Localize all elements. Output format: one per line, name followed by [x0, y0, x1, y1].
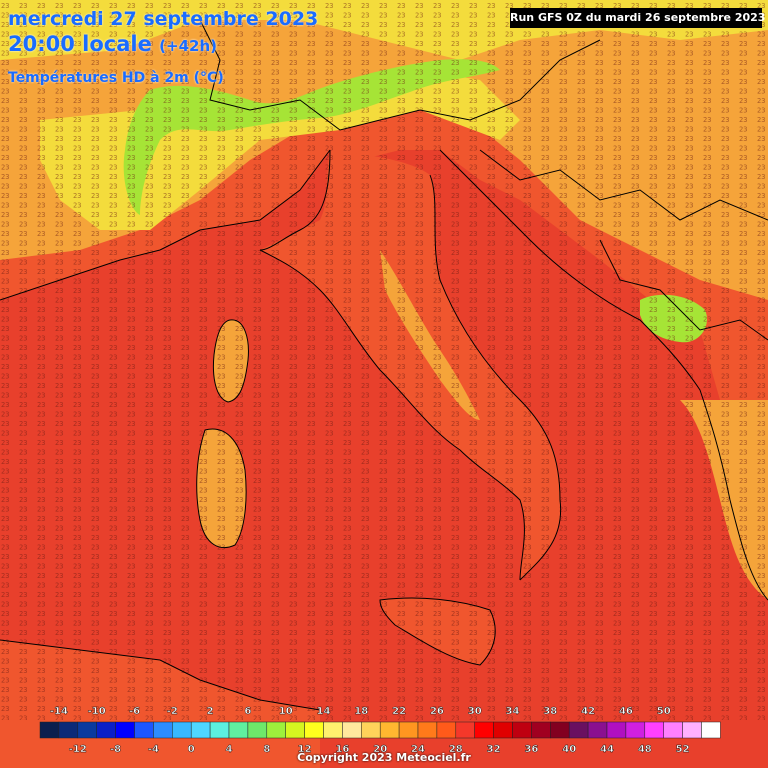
coastline-adriatic-east — [439, 149, 768, 601]
legend-swatch — [398, 721, 419, 739]
legend-top-label: 14 — [317, 706, 331, 717]
coastline-italy-west — [259, 149, 525, 581]
legend-swatch — [531, 721, 551, 739]
legend-swatch — [663, 721, 683, 739]
legend-bottom-label: 32 — [487, 744, 501, 755]
legend-swatch — [625, 721, 646, 739]
legend-bottom-label: 20 — [373, 744, 387, 755]
legend-bottom-label: 28 — [449, 744, 463, 755]
legend-swatch — [587, 721, 608, 739]
legend-swatch — [304, 721, 324, 739]
legend-top-label: 10 — [279, 706, 293, 717]
legend-swatch — [550, 721, 570, 739]
coastline-corsica — [212, 319, 249, 403]
coastline-france — [0, 149, 331, 301]
border-balkans — [479, 149, 768, 221]
legend-top-label: 50 — [657, 706, 671, 717]
border-balkans-south — [599, 239, 768, 341]
legend-swatch — [190, 721, 211, 739]
legend-bottom-label: 48 — [638, 744, 652, 755]
legend-top-label: 46 — [619, 706, 633, 717]
legend-top-label: 2 — [207, 706, 214, 717]
lead-time: (+42h) — [159, 37, 217, 55]
legend-swatch — [512, 721, 532, 739]
legend-bottom-label: -4 — [148, 744, 159, 755]
legend-top-label: 34 — [506, 706, 520, 717]
legend-bottom-label: 4 — [226, 744, 233, 755]
legend-swatch — [701, 721, 721, 739]
legend-swatch — [474, 721, 494, 739]
legend-top-label: 30 — [468, 706, 482, 717]
legend-swatch — [153, 721, 173, 739]
variable-label: Températures HD à 2m (°C) — [8, 70, 224, 86]
legend-top-label: 26 — [430, 706, 444, 717]
legend-top-label: -14 — [50, 706, 68, 717]
legend-bottom-label: -12 — [69, 744, 87, 755]
legend-swatch — [134, 721, 154, 739]
legend-top-label: 38 — [543, 706, 557, 717]
legend-swatch — [644, 721, 664, 739]
legend-swatch — [285, 721, 305, 739]
legend-bottom-label: 16 — [335, 744, 349, 755]
legend-swatch — [39, 721, 60, 739]
legend-swatch — [247, 721, 268, 739]
legend-bottom-label: 12 — [298, 744, 312, 755]
coastline-sicily — [379, 597, 496, 666]
legend-swatch — [323, 721, 343, 739]
run-info-badge: Run GFS 0Z du mardi 26 septembre 2023 — [510, 8, 765, 28]
legend-swatch — [493, 721, 513, 739]
forecast-time-value: 20:00 locale — [8, 32, 152, 56]
coastline-africa — [0, 639, 321, 711]
legend-swatch — [77, 721, 97, 739]
forecast-date: mercredi 27 septembre 2023 — [8, 8, 319, 30]
legend-top-label: 42 — [581, 706, 595, 717]
legend-bottom-label: 8 — [263, 744, 270, 755]
coastline-italy-east — [429, 174, 562, 581]
legend-swatch — [266, 721, 286, 739]
legend-bottom-label: 44 — [600, 744, 614, 755]
legend-swatch — [115, 721, 135, 739]
copyright: Copyright 2023 Meteociel.fr — [297, 751, 471, 764]
legend-bottom-label: 36 — [524, 744, 538, 755]
legend-swatch — [172, 721, 192, 739]
legend-top-label: 18 — [354, 706, 368, 717]
legend-swatch — [682, 721, 702, 739]
legend-swatch — [58, 721, 79, 739]
legend-swatch — [379, 721, 400, 739]
legend-swatch — [342, 721, 362, 739]
legend-top-label: -6 — [129, 706, 140, 717]
border-alps — [199, 19, 601, 131]
legend-bottom-label: 0 — [188, 744, 195, 755]
legend-swatch — [568, 721, 589, 739]
legend-swatch — [417, 721, 438, 739]
coastline-sardinia — [196, 428, 247, 549]
color-scale-legend: -14 -10 -6 -2 2 6 10 14 18 22 26 30 34 38 42 46 50-12 -8-… — [39, 706, 721, 755]
legend-top-label: -2 — [167, 706, 178, 717]
legend-top-label: -10 — [88, 706, 106, 717]
legend-top-label: 22 — [392, 706, 406, 717]
legend-swatch — [228, 721, 249, 739]
legend-top-label: 6 — [244, 706, 251, 717]
legend-swatch — [96, 721, 116, 739]
legend-bottom-label: 52 — [676, 744, 690, 755]
legend-bottom-label: 24 — [411, 744, 425, 755]
legend-swatch — [209, 721, 230, 739]
legend-bottom-label: 40 — [562, 744, 576, 755]
legend-swatch — [361, 721, 381, 739]
legend-swatch — [455, 721, 475, 739]
legend-swatch — [606, 721, 627, 739]
forecast-time: 20:00 locale (+42h) — [8, 32, 217, 56]
legend-swatch — [436, 721, 457, 739]
legend-bottom-label: -8 — [110, 744, 121, 755]
